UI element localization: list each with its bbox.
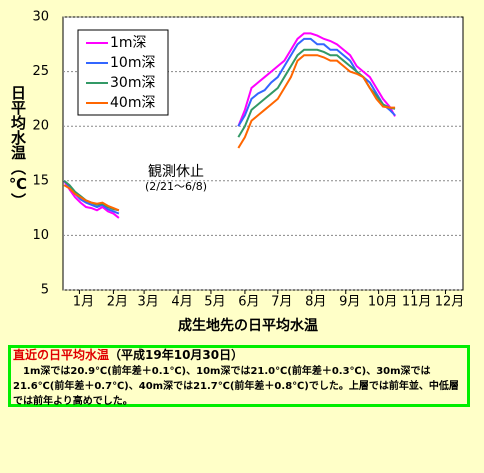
x-tick-label: 2月 bbox=[107, 295, 128, 310]
x-tick-label: 10月 bbox=[368, 295, 398, 310]
legend-label: 30m深 bbox=[110, 75, 155, 91]
series-line bbox=[63, 32, 396, 219]
x-axis-title: 成生地先の日平均水温 bbox=[178, 317, 318, 334]
legend-label: 40m深 bbox=[110, 95, 155, 111]
series-line bbox=[63, 54, 396, 212]
x-tick-label: 9月 bbox=[339, 295, 360, 310]
y-tick-label: 5 bbox=[41, 283, 49, 298]
chart: 成生地先の日平均水温 日平均水温（℃） 観測休止 (2/21～6/8) 5 10 1… bbox=[9, 10, 465, 335]
x-tick-label: 3月 bbox=[137, 295, 158, 310]
x-tick-label: 5月 bbox=[204, 295, 225, 310]
annotation: (2/21～6/8) bbox=[145, 180, 207, 193]
x-tick-label: 6月 bbox=[238, 295, 259, 310]
annotation: 観測休止 bbox=[148, 163, 204, 180]
y-tick-label: 15 bbox=[32, 173, 49, 188]
x-tick-label: 11月 bbox=[402, 295, 432, 310]
y-tick-label: 30 bbox=[32, 10, 49, 25]
x-tick-label: 4月 bbox=[171, 295, 192, 310]
x-tick-label: 8月 bbox=[305, 295, 326, 310]
note-body: 1m深では20.9℃(前年差＋0.1℃)、10m深では21.0℃(前年差＋0.3… bbox=[13, 366, 459, 407]
note-box: 直近の日平均水温（平成19年10月30日） 1m深では20.9℃(前年差＋0.1… bbox=[8, 345, 470, 407]
x-tick-label: 12月 bbox=[435, 295, 465, 310]
x-tick-label: 7月 bbox=[271, 295, 292, 310]
note-date: （平成19年10月30日） bbox=[109, 348, 244, 362]
x-tick-label: 1月 bbox=[73, 295, 94, 310]
y-axis-title: 日平均水温（℃） bbox=[9, 85, 27, 208]
legend-label: 1m深 bbox=[110, 35, 147, 51]
y-tick-label: 10 bbox=[32, 228, 49, 243]
y-tick-label: 25 bbox=[32, 64, 49, 79]
y-tick-label: 20 bbox=[32, 119, 49, 134]
legend-label: 10m深 bbox=[110, 55, 155, 71]
legend-box bbox=[77, 29, 169, 116]
note-title: 直近の日平均水温 bbox=[13, 348, 110, 362]
